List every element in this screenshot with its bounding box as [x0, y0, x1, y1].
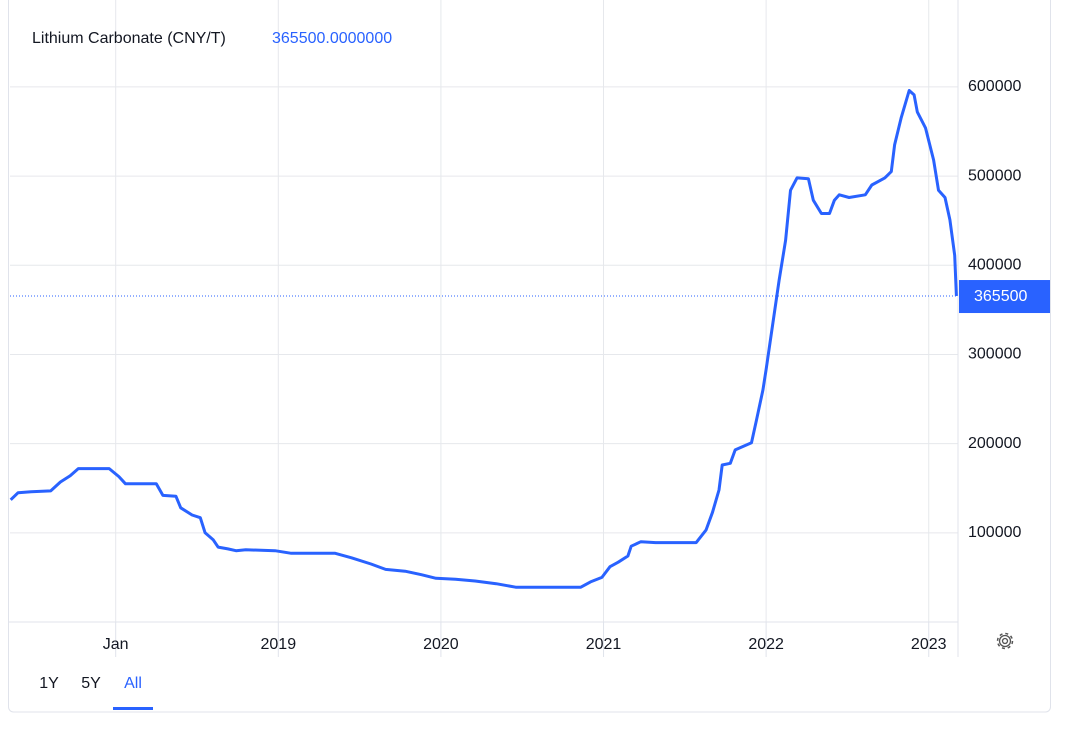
y-tick-label: 500000 — [968, 167, 1021, 184]
active-range-underline — [113, 707, 153, 710]
y-tick-label: 300000 — [968, 346, 1021, 363]
x-tick-label: 2020 — [423, 636, 459, 653]
last-price-badge-label: 365500 — [974, 288, 1027, 305]
last-price-badge — [959, 280, 1050, 314]
range-button[interactable]: 5Y — [81, 675, 101, 692]
y-tick-label: 600000 — [968, 78, 1021, 95]
range-buttons: 1Y 5Y All — [39, 675, 153, 710]
price-line — [9, 89, 958, 589]
x-tick-label: Jan — [103, 636, 129, 653]
y-tick-label: 100000 — [968, 524, 1021, 541]
y-tick-label: 400000 — [968, 256, 1021, 273]
x-tick-label: 2021 — [586, 636, 622, 653]
range-button[interactable]: 1Y — [39, 675, 59, 692]
x-tick-label: 2023 — [911, 636, 947, 653]
grid — [10, 0, 958, 657]
chart-frame — [8, 0, 1051, 713]
plot — [9, 89, 958, 589]
settings-icon[interactable] — [996, 632, 1014, 650]
chart-title: Lithium Carbonate (CNY/T) — [32, 30, 226, 47]
y-tick-label: 200000 — [968, 435, 1021, 452]
last-price-label: 365500.0000000 — [272, 30, 392, 47]
range-button[interactable]: All — [124, 675, 142, 692]
x-tick-label: 2022 — [748, 636, 784, 653]
x-tick-label: 2019 — [261, 636, 297, 653]
